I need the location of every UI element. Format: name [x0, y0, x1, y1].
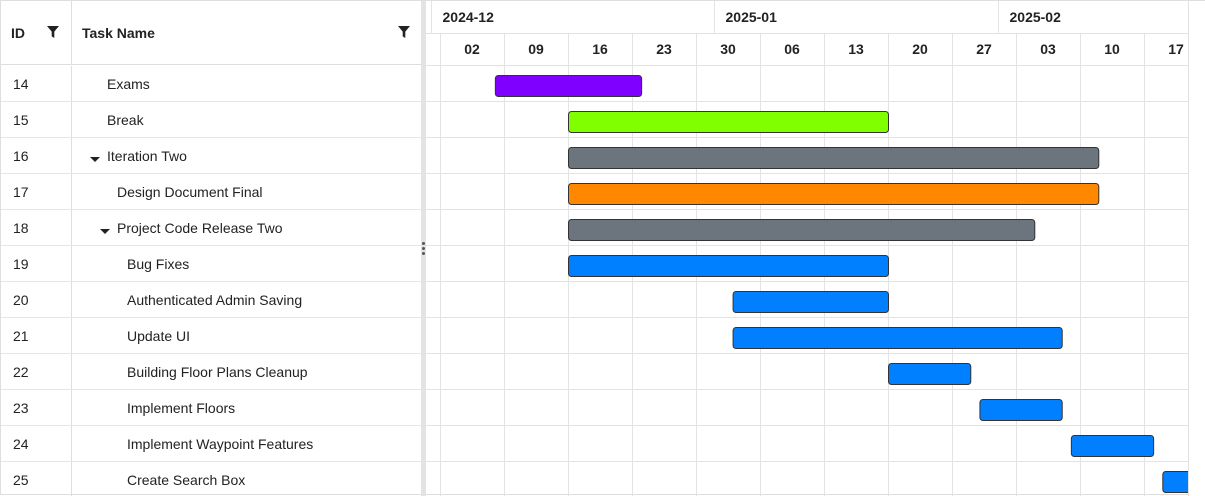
task-id: 15	[1, 102, 72, 137]
month-label: 2025-01	[726, 9, 778, 25]
task-name: Iteration Two	[107, 147, 187, 164]
task-id: 23	[1, 390, 72, 425]
task-bar[interactable]	[979, 399, 1063, 421]
task-row[interactable]: 16 Iteration Two	[1, 138, 421, 174]
task-name: Update UI	[127, 327, 191, 344]
task-row[interactable]: 23 Implement Floors	[1, 390, 421, 426]
task-row[interactable]: 20 Authenticated Admin Saving	[1, 282, 421, 318]
task-bar[interactable]	[888, 363, 972, 385]
caret-down-icon[interactable]	[100, 223, 110, 234]
task-row[interactable]: 17 Design Document Final	[1, 174, 421, 210]
task-id: 17	[1, 174, 72, 209]
filter-icon[interactable]	[47, 26, 59, 39]
caret-down-icon[interactable]	[90, 151, 100, 162]
task-bar[interactable]	[568, 111, 889, 133]
column-header-id[interactable]: ID	[1, 1, 72, 65]
task-name-cell: Implement Floors	[72, 390, 421, 425]
task-bar[interactable]	[568, 183, 1100, 205]
task-name: Building Floor Plans Cleanup	[127, 363, 308, 380]
task-row[interactable]: 22 Building Floor Plans Cleanup	[1, 354, 421, 390]
week-label: 17	[1168, 41, 1184, 57]
task-grid: ID Task Name 14 Exams 15 Break 16 Iteration T…	[1, 1, 421, 496]
task-bar[interactable]	[732, 291, 890, 313]
task-row[interactable]: 25 Create Search Box	[1, 462, 421, 496]
task-row[interactable]: 21 Update UI	[1, 318, 421, 354]
task-row[interactable]: 14 Exams	[1, 66, 421, 102]
task-name-cell: Bug Fixes	[72, 246, 421, 281]
task-row[interactable]: 19 Bug Fixes	[1, 246, 421, 282]
task-row[interactable]: 24 Implement Waypoint Features	[1, 426, 421, 462]
column-header-task-name[interactable]: Task Name	[72, 1, 421, 65]
task-id: 19	[1, 246, 72, 281]
week-label: 06	[784, 41, 800, 57]
task-name-cell: Break	[72, 102, 421, 137]
task-row[interactable]: 18 Project Code Release Two	[1, 210, 421, 246]
task-id: 24	[1, 426, 72, 461]
task-id: 14	[1, 66, 72, 101]
task-bar[interactable]	[568, 147, 1100, 169]
task-name-cell: Exams	[72, 66, 421, 101]
task-name: Project Code Release Two	[117, 219, 283, 236]
week-label: 09	[528, 41, 544, 57]
task-id: 18	[1, 210, 72, 245]
vertical-scrollbar[interactable]	[1188, 1, 1205, 496]
task-name-cell: Update UI	[72, 318, 421, 353]
task-name-cell: Implement Waypoint Features	[72, 426, 421, 461]
filter-icon[interactable]	[398, 26, 410, 39]
task-bar[interactable]	[568, 219, 1036, 241]
week-label: 27	[976, 41, 992, 57]
task-id: 16	[1, 138, 72, 173]
task-bar[interactable]	[1070, 435, 1155, 457]
drag-handle-icon[interactable]	[422, 242, 425, 256]
week-label: 13	[848, 41, 864, 57]
task-bar[interactable]	[568, 255, 889, 277]
task-name: Authenticated Admin Saving	[127, 291, 303, 308]
task-name: Break	[107, 111, 144, 128]
task-name-cell: Authenticated Admin Saving	[72, 282, 421, 317]
task-name-cell: Project Code Release Two	[72, 210, 421, 245]
week-label: 03	[1040, 41, 1056, 57]
task-name: Implement Waypoint Features	[127, 435, 314, 452]
week-label: 10	[1104, 41, 1120, 57]
task-id: 25	[1, 462, 72, 496]
task-name: Implement Floors	[127, 399, 236, 416]
week-label: 16	[592, 41, 608, 57]
column-header-id-label: ID	[11, 24, 25, 41]
task-row[interactable]: 15 Break	[1, 102, 421, 138]
task-id: 20	[1, 282, 72, 317]
task-id: 21	[1, 318, 72, 353]
week-label: 02	[464, 41, 480, 57]
task-name: Exams	[107, 75, 150, 92]
week-label: 23	[656, 41, 672, 57]
task-name: Create Search Box	[127, 471, 246, 488]
task-bar[interactable]	[494, 75, 643, 97]
task-name-cell: Building Floor Plans Cleanup	[72, 354, 421, 389]
task-name: Design Document Final	[117, 183, 263, 200]
task-bar[interactable]	[732, 327, 1063, 349]
timeline-canvas: 2024-12 2025-01 2025-02 02 09 16 23 30 06 13 20 27 0…	[426, 1, 1205, 496]
task-name-cell: Iteration Two	[72, 138, 421, 173]
month-label: 2025-02	[1010, 9, 1062, 25]
task-name-cell: Create Search Box	[72, 462, 421, 496]
task-name-cell: Design Document Final	[72, 174, 421, 209]
timeline-pane[interactable]: 2024-12 2025-01 2025-02 02 09 16 23 30 06 13 20 27 0…	[426, 1, 1205, 496]
column-header-task-name-label: Task Name	[82, 24, 155, 41]
week-label: 20	[912, 41, 928, 57]
task-id: 22	[1, 354, 72, 389]
week-label: 30	[720, 41, 736, 57]
task-name: Bug Fixes	[127, 255, 190, 272]
month-label: 2024-12	[443, 9, 495, 25]
